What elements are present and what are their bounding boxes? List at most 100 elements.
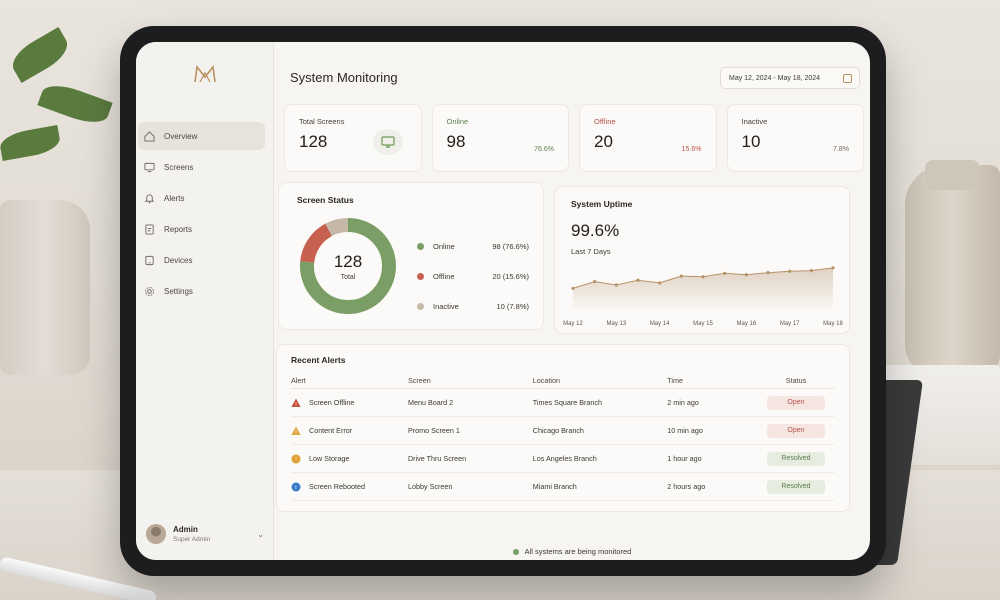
plant-leaf	[0, 124, 62, 162]
status-badge[interactable]: Open	[766, 423, 825, 438]
donut-slice-online[interactable]	[300, 218, 396, 314]
sidebar-item-overview[interactable]: Overview	[138, 122, 265, 150]
legend-dot	[417, 272, 424, 280]
donut-total-label: Total	[340, 273, 356, 281]
chevron-down-icon[interactable]: ⌄	[257, 529, 264, 539]
alert-time: 1 hour ago	[667, 454, 702, 463]
sidebar-item-label: Screens	[164, 162, 194, 172]
avatar[interactable]	[146, 524, 166, 544]
column-header[interactable]: Location	[532, 376, 560, 385]
date-range-picker[interactable]: May 12, 2024 - May 18, 2024	[720, 67, 860, 89]
device-icon	[144, 255, 155, 266]
sidebar: Overview Screens Alerts Reports Devices Setti…	[136, 42, 274, 560]
kpi-card-total[interactable]: Total Screens 128	[284, 104, 422, 172]
kpi-label: Online	[446, 117, 469, 126]
uptime-data-point[interactable]	[679, 274, 683, 278]
sidebar-item-alerts[interactable]: Alerts	[138, 184, 265, 212]
svg-text:!: !	[295, 402, 297, 408]
uptime-area-fill	[573, 267, 833, 309]
vase-neck	[925, 160, 980, 190]
donut-slice-offline[interactable]	[300, 223, 333, 264]
status-badge[interactable]: Resolved	[766, 479, 825, 494]
uptime-data-point[interactable]	[658, 281, 662, 285]
gear-icon	[144, 286, 155, 297]
alert-name: Screen Offline	[309, 398, 355, 407]
alerts-table: Alert Screen Location Time Status ! Scree…	[291, 373, 835, 501]
kpi-card-online[interactable]: Online 98 76.6%	[431, 104, 569, 172]
document-icon	[144, 223, 155, 235]
svg-text:!: !	[295, 457, 297, 463]
uptime-area-chart: May 12 May 13 May 14 May 15 May 16 May 17 May …	[563, 266, 843, 327]
sidebar-item-devices[interactable]: Devices	[138, 246, 265, 274]
alert-name: Low Storage	[309, 454, 350, 463]
column-header[interactable]: Alert	[291, 376, 306, 385]
alert-location: Chicago Branch	[532, 426, 584, 435]
sidebar-item-settings[interactable]: Settings	[138, 277, 265, 305]
uptime-data-point[interactable]	[766, 271, 770, 275]
kpi-row: Total Screens 128 Online 98 76.6% Offlin…	[284, 104, 864, 172]
app-logo[interactable]	[136, 64, 273, 96]
legend-label: Inactive	[433, 301, 459, 311]
sidebar-item-reports[interactable]: Reports	[138, 215, 265, 243]
user-name: Admin	[173, 525, 198, 534]
kpi-value: 128	[299, 132, 328, 151]
calendar-icon	[843, 73, 852, 83]
table-header: Alert Screen Location Time Status	[291, 373, 835, 389]
legend-label: Offline	[433, 271, 455, 281]
sidebar-nav: Overview Screens Alerts Reports Devices Setti…	[136, 122, 273, 305]
table-row[interactable]: ! Low Storage Drive Thru Screen Los Angeles…	[291, 445, 835, 473]
uptime-data-point[interactable]	[809, 269, 813, 273]
kpi-card-inactive[interactable]: Inactive 10 7.8%	[726, 104, 864, 172]
recent-alerts-card: Recent Alerts Alert Screen Location Time…	[276, 344, 850, 512]
footer-text: All systems are being monitored	[524, 547, 632, 556]
warning-red-icon: !	[291, 398, 301, 408]
alert-name: Content Error	[309, 426, 353, 435]
uptime-data-point[interactable]	[593, 279, 597, 284]
sidebar-item-label: Reports	[164, 224, 193, 234]
uptime-data-point[interactable]	[636, 278, 640, 282]
kpi-label: Inactive	[741, 117, 768, 126]
uptime-data-point[interactable]	[788, 269, 792, 273]
card-title: Screen Status	[297, 195, 354, 205]
svg-text:!: !	[295, 430, 297, 436]
legend-item-offline: Offline 20 (15.6%)	[417, 261, 529, 291]
alert-screen: Promo Screen 1	[407, 426, 460, 435]
legend-dot	[417, 242, 424, 250]
sidebar-item-label: Devices	[164, 255, 193, 265]
date-range-text: May 12, 2024 - May 18, 2024	[729, 74, 821, 82]
uptime-data-point[interactable]	[723, 271, 727, 275]
system-uptime-card: System Uptime 99.6% Last 7 Days May 12 Ma…	[554, 186, 850, 334]
alert-location: Times Square Branch	[532, 398, 603, 407]
column-header[interactable]: Screen	[407, 376, 431, 385]
plant-leaf	[37, 78, 113, 130]
legend-value: 98 (76.6%)	[492, 241, 529, 251]
card-title: Recent Alerts	[291, 355, 346, 365]
table-row[interactable]: ! Content Error Promo Screen 1 Chicago Bran…	[291, 417, 835, 445]
logo-icon	[193, 65, 216, 83]
donut-slice-inactive[interactable]	[325, 218, 349, 237]
uptime-data-point[interactable]	[571, 286, 575, 291]
column-header[interactable]: Status	[785, 376, 807, 385]
uptime-data-point[interactable]	[744, 273, 748, 277]
uptime-data-point[interactable]	[614, 283, 618, 287]
uptime-data-point[interactable]	[701, 275, 705, 279]
plant-leaf	[6, 27, 74, 83]
x-tick-label: May 13	[606, 321, 626, 327]
x-tick-label: May 12	[563, 321, 583, 327]
alert-time: 2 min ago	[667, 398, 699, 407]
table-row[interactable]: i Screen Rebooted Lobby Screen Miami Branch…	[291, 473, 835, 501]
status-badge[interactable]: Resolved	[766, 451, 825, 466]
uptime-data-point[interactable]	[831, 266, 835, 270]
alert-screen: Drive Thru Screen	[407, 454, 467, 463]
table-row[interactable]: ! Screen Offline Menu Board 2 Times Square …	[291, 389, 835, 417]
kpi-card-offline[interactable]: Offline 20 15.6%	[579, 104, 717, 172]
chart-legend: Online 98 (76.6%) Offline 20 (15.6%) Ina…	[417, 231, 529, 321]
kpi-percent: 76.6%	[534, 146, 554, 153]
status-badge[interactable]: Open	[766, 395, 825, 410]
svg-text:i: i	[295, 485, 296, 491]
column-header[interactable]: Time	[667, 376, 684, 385]
user-profile[interactable]: Admin Super Admin ⌄	[146, 524, 264, 544]
sidebar-item-screens[interactable]: Screens	[138, 153, 265, 181]
legend-value: 10 (7.8%)	[496, 301, 529, 311]
kpi-percent: 15.6%	[681, 146, 702, 153]
